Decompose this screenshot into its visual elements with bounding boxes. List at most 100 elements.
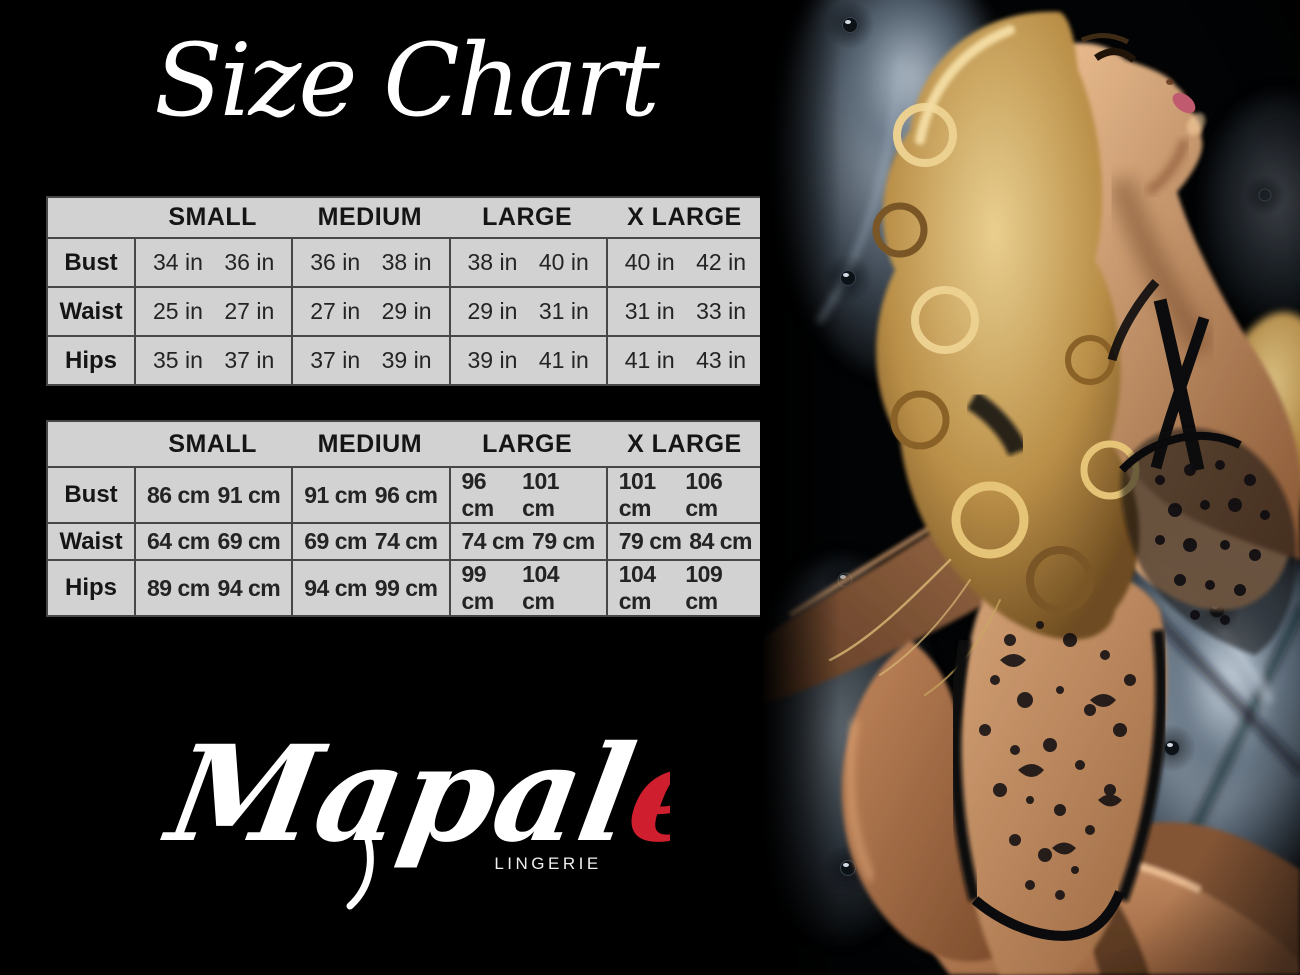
value: 27 in	[224, 298, 275, 324]
value-cell: 64 cm 69 cm	[134, 524, 291, 559]
value: 94 cm	[304, 574, 367, 601]
value-cell: 104 cm 109 cm	[605, 561, 763, 615]
value: 31 in	[624, 298, 675, 324]
col-header-medium: MEDIUM	[317, 429, 423, 458]
size-table-cm: SMALL MEDIUM LARGE X LARGE Bust 86 cm 91 …	[46, 420, 765, 617]
value: 38 in	[467, 249, 518, 275]
value-cell: 86 cm 91 cm	[134, 468, 291, 522]
value: 27 in	[310, 298, 361, 324]
value: 37 in	[310, 347, 361, 373]
table-row-bust: Bust 34 in 36 in 36 in 38 in 38 in 40 in 40…	[48, 239, 763, 286]
value: 29 in	[381, 298, 432, 324]
value-cell: 101 cm 106 cm	[605, 468, 763, 522]
col-header-xlarge: X LARGE	[627, 203, 742, 231]
value: 41 in	[538, 347, 589, 373]
value-cell: 34 in 36 in	[134, 239, 291, 286]
value-cell: 96 cm 101 cm	[448, 468, 606, 522]
logo-swash	[346, 828, 374, 910]
value: 96 cm	[461, 468, 495, 521]
value-cell: 40 in 42 in	[605, 239, 763, 286]
value: 37 in	[224, 347, 275, 373]
table-row-hips: Hips 35 in 37 in 37 in 39 in 39 in 41 in 41…	[48, 335, 763, 384]
value-cell: 94 cm 99 cm	[291, 561, 448, 615]
row-label: Waist	[59, 527, 123, 555]
value: 69 cm	[304, 528, 367, 554]
row-label: Waist	[59, 297, 123, 325]
value: 74 cm	[461, 528, 525, 554]
row-label: Hips	[64, 574, 117, 601]
value-cell: 35 in 37 in	[134, 337, 291, 384]
page-title: Size Chart	[154, 22, 660, 139]
value: 36 in	[310, 249, 361, 275]
value: 96 cm	[374, 481, 438, 508]
photo-vignette	[760, 0, 1300, 975]
col-header-small: SMALL	[168, 429, 257, 458]
value: 109 cm	[685, 561, 723, 614]
value-cell: 69 cm 74 cm	[291, 524, 448, 559]
value: 31 in	[538, 298, 589, 324]
value-cell: 41 in 43 in	[605, 337, 763, 384]
value: 104 cm	[522, 561, 560, 614]
value: 86 cm	[147, 481, 210, 508]
table-header-row: SMALL MEDIUM LARGE X LARGE	[48, 198, 763, 239]
col-header-large: LARGE	[482, 429, 573, 458]
col-header-medium: MEDIUM	[317, 203, 423, 231]
value: 25 in	[153, 298, 203, 324]
value: 101 cm	[522, 468, 560, 521]
value: 36 in	[224, 249, 275, 275]
size-table-inches: SMALL MEDIUM LARGE X LARGE Bust 34 in 36 …	[46, 196, 765, 386]
value-cell: 91 cm 96 cm	[291, 468, 448, 522]
value-cell: 74 cm 79 cm	[448, 524, 606, 559]
value: 29 in	[467, 298, 518, 324]
value: 94 cm	[217, 574, 281, 601]
brand-wordmark: Mapalé	[154, 717, 670, 872]
value: 42 in	[696, 249, 746, 275]
value: 101 cm	[618, 468, 656, 521]
value: 91 cm	[217, 481, 281, 508]
value: 89 cm	[147, 574, 210, 601]
table-row-waist: Waist 64 cm 69 cm 69 cm 74 cm 74 cm 79 cm 7…	[48, 522, 763, 559]
brand-logo: Mapalé LINGERIE	[154, 717, 670, 910]
value-cell: 31 in 33 in	[605, 288, 763, 335]
value: 39 in	[381, 347, 432, 373]
col-header-xlarge: X LARGE	[627, 429, 742, 458]
value-cell: 99 cm 104 cm	[448, 561, 606, 615]
value: 38 in	[381, 249, 432, 275]
col-header-small: SMALL	[168, 203, 257, 231]
table-header-row: SMALL MEDIUM LARGE X LARGE	[48, 422, 763, 468]
brand-subtitle: LINGERIE	[494, 854, 601, 873]
value: 34 in	[153, 249, 203, 275]
value-cell: 89 cm 94 cm	[134, 561, 291, 615]
value: 79 cm	[618, 528, 682, 554]
value: 33 in	[696, 298, 746, 324]
value-cell: 79 cm 84 cm	[605, 524, 763, 559]
value: 35 in	[153, 347, 203, 373]
value: 104 cm	[618, 561, 656, 614]
col-header-large: LARGE	[482, 203, 573, 231]
model-photo	[760, 0, 1300, 975]
value: 99 cm	[461, 561, 495, 614]
table-row-bust: Bust 86 cm 91 cm 91 cm 96 cm 96 cm 101 cm 1…	[48, 468, 763, 522]
value: 69 cm	[217, 528, 281, 554]
value: 41 in	[624, 347, 675, 373]
row-label: Bust	[64, 248, 118, 276]
value: 106 cm	[685, 468, 723, 521]
value-cell: 27 in 29 in	[291, 288, 448, 335]
table-row-hips: Hips 89 cm 94 cm 94 cm 99 cm 99 cm 104 cm 1…	[48, 559, 763, 615]
value: 43 in	[696, 347, 746, 373]
table-row-waist: Waist 25 in 27 in 27 in 29 in 29 in 31 in 3…	[48, 286, 763, 335]
row-label: Hips	[64, 346, 117, 374]
value-cell: 39 in 41 in	[448, 337, 606, 384]
value-cell: 36 in 38 in	[291, 239, 448, 286]
value: 64 cm	[147, 528, 210, 554]
value: 99 cm	[374, 574, 438, 601]
value: 40 in	[624, 249, 675, 275]
value-cell: 25 in 27 in	[134, 288, 291, 335]
value: 74 cm	[374, 528, 438, 554]
value-cell: 37 in 39 in	[291, 337, 448, 384]
value: 91 cm	[304, 481, 367, 508]
value-cell: 38 in 40 in	[448, 239, 606, 286]
value-cell: 29 in 31 in	[448, 288, 606, 335]
value: 79 cm	[532, 528, 595, 554]
